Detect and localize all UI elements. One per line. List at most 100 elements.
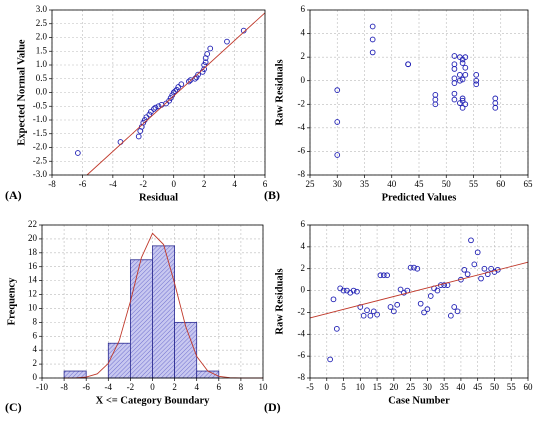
x-tick-label: 15	[373, 382, 383, 392]
x-tick-label: 10	[259, 382, 269, 392]
x-tick-label: -8	[60, 382, 68, 392]
histogram-bar	[129, 259, 153, 379]
y-tick-label: 0.5	[36, 73, 48, 83]
data-point	[432, 96, 439, 103]
data-point	[481, 265, 488, 272]
data-point	[204, 51, 211, 57]
data-point	[333, 325, 340, 332]
data-point	[462, 101, 469, 108]
y-tick-label: 0.0	[36, 87, 48, 97]
data-point	[152, 104, 159, 111]
panel-label: (B)	[264, 188, 280, 202]
data-point	[492, 100, 499, 106]
data-point	[202, 59, 209, 66]
data-point	[394, 301, 401, 308]
x-tick-label: -10	[36, 382, 48, 392]
data-point	[484, 271, 491, 278]
y-tick-label: 6	[301, 219, 306, 229]
x-tick-label: -2	[140, 179, 148, 189]
data-point	[407, 264, 414, 271]
data-point	[451, 66, 458, 72]
data-point	[473, 81, 480, 88]
x-tick-label: 4	[194, 382, 199, 392]
x-tick-label: 45	[473, 382, 483, 392]
data-point	[462, 54, 469, 60]
plot-frame	[51, 9, 266, 176]
data-point	[451, 53, 458, 59]
data-point	[224, 38, 230, 45]
data-point	[340, 287, 347, 294]
data-point	[387, 304, 394, 310]
x-tick-label: 45	[415, 179, 425, 189]
y-tick-label: 4	[301, 28, 306, 38]
y-tick-label: 3.0	[36, 4, 48, 14]
data-point	[411, 264, 417, 271]
data-point	[432, 101, 439, 108]
data-point	[492, 95, 499, 102]
plot-frame	[309, 224, 529, 379]
data-point	[478, 275, 484, 282]
histogram-bar	[152, 245, 176, 379]
data-point	[424, 306, 431, 313]
y-tick-label: -2	[298, 306, 306, 316]
x-tick-label: -2	[127, 382, 135, 392]
x-tick-label: 6	[217, 382, 222, 392]
panel-label: (A)	[5, 188, 22, 202]
x-tick-label: 30	[333, 179, 343, 189]
y-tick-label: 0	[301, 285, 306, 295]
data-point	[369, 49, 376, 56]
data-point	[207, 45, 214, 52]
data-point	[457, 71, 463, 78]
y-axis-title: Raw Residuals	[274, 268, 285, 334]
y-tick-label: -8	[298, 169, 306, 179]
x-tick-label: -4	[105, 382, 113, 392]
data-point	[492, 104, 499, 111]
data-point	[201, 62, 207, 68]
data-point	[357, 304, 364, 310]
data-point	[360, 312, 367, 319]
x-tick-label: 4	[232, 179, 237, 189]
data-point	[448, 312, 454, 319]
data-point	[468, 237, 474, 244]
x-tick-label: -8	[48, 179, 56, 189]
data-point	[451, 80, 458, 86]
data-point	[354, 288, 360, 295]
y-tick-label: -2.0	[33, 142, 48, 152]
data-point	[473, 77, 480, 84]
x-tick-label: 35	[440, 382, 450, 392]
data-point	[451, 61, 458, 68]
data-point	[451, 304, 458, 310]
data-point	[330, 296, 337, 303]
y-axis-title: Raw Residuals	[274, 59, 285, 125]
data-point	[390, 308, 397, 315]
x-tick-label: 0	[325, 382, 330, 392]
y-tick-label: -2	[298, 98, 306, 108]
y-tick-label: -8	[298, 372, 306, 382]
data-point	[155, 103, 162, 110]
x-tick-label: 10	[356, 382, 366, 392]
data-point	[75, 150, 81, 156]
data-point	[459, 76, 466, 83]
data-point	[334, 119, 341, 125]
y-tick-label: 18	[28, 247, 38, 257]
y-tick-label: 16	[28, 261, 38, 271]
y-tick-label: 22	[28, 219, 37, 229]
data-point	[451, 96, 458, 103]
x-axis-title: Predicted Values	[382, 192, 457, 203]
y-axis-title: Frequency	[6, 277, 17, 325]
y-tick-label: -4	[298, 328, 306, 338]
x-tick-label: 30	[423, 382, 433, 392]
data-point	[167, 95, 174, 101]
data-point	[421, 309, 427, 316]
y-tick-label: 4	[33, 344, 38, 354]
x-tick-label: 0	[150, 382, 155, 392]
data-point	[367, 312, 374, 319]
data-point	[350, 287, 357, 294]
data-point	[166, 97, 173, 104]
data-point	[151, 106, 157, 112]
x-tick-label: 6	[263, 179, 268, 189]
data-point	[464, 271, 471, 278]
data-point	[462, 71, 469, 78]
x-tick-label: 5	[341, 382, 346, 392]
